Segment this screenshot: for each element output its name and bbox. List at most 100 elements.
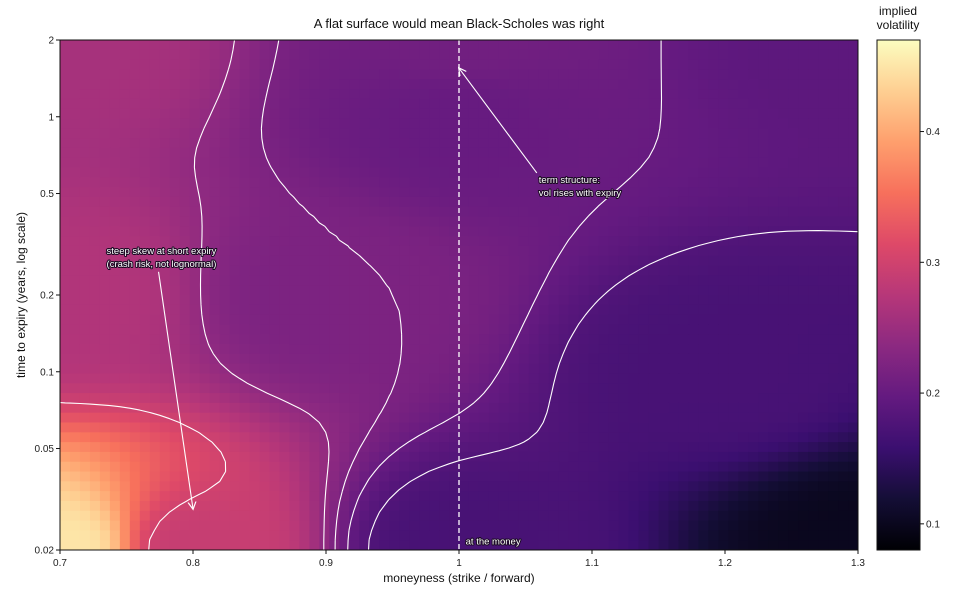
heatmap-cell — [488, 69, 500, 80]
heatmap-cell — [538, 510, 550, 522]
heatmap-cell — [838, 108, 849, 120]
heatmap-cell — [778, 540, 789, 550]
heatmap-cell — [478, 363, 490, 375]
heatmap-cell — [459, 196, 470, 208]
heatmap-cell — [578, 432, 590, 443]
heatmap-cell — [758, 344, 769, 355]
y-tick-label: 1 — [48, 112, 54, 123]
heatmap-cell — [359, 187, 370, 198]
heatmap-cell — [638, 383, 650, 394]
heatmap-cell — [239, 422, 251, 433]
heatmap-cell — [668, 451, 680, 463]
heatmap-cell — [399, 500, 410, 512]
heatmap-cell — [758, 79, 769, 90]
heatmap-cell — [588, 265, 600, 276]
heatmap-cell — [808, 147, 819, 159]
heatmap-cell — [578, 177, 590, 188]
heatmap-cell — [389, 187, 400, 198]
heatmap-cell — [718, 383, 729, 394]
heatmap-cell — [169, 442, 181, 453]
heatmap-cell — [389, 79, 400, 90]
heatmap-cell — [319, 69, 330, 80]
heatmap-cell — [139, 157, 151, 169]
heatmap-cell — [209, 69, 221, 80]
heatmap-cell — [69, 481, 81, 492]
heatmap-cell — [289, 98, 300, 110]
heatmap-cell — [708, 128, 719, 139]
heatmap-cell — [518, 314, 530, 326]
heatmap-cell — [149, 167, 161, 178]
heatmap-cell — [169, 177, 181, 188]
heatmap-cell — [229, 491, 241, 502]
heatmap-cell — [848, 295, 858, 306]
heatmap-cell — [768, 206, 779, 218]
heatmap-cell — [459, 491, 470, 502]
heatmap-cell — [159, 530, 171, 541]
x-tick-label: 1.3 — [851, 558, 865, 569]
heatmap-cell — [688, 295, 699, 306]
heatmap-cell — [518, 481, 530, 492]
heatmap-cell — [558, 363, 570, 375]
heatmap-cell — [149, 530, 161, 541]
heatmap-cell — [60, 432, 71, 443]
heatmap-cell — [778, 138, 789, 149]
heatmap-cell — [818, 177, 829, 188]
heatmap-cell — [269, 187, 281, 198]
heatmap-cell — [558, 128, 570, 139]
heatmap-cell — [748, 206, 759, 218]
annotation: at the money — [465, 536, 522, 549]
heatmap-cell — [389, 167, 400, 178]
heatmap-cell — [349, 471, 360, 482]
heatmap-cell — [768, 79, 779, 90]
heatmap-cell — [349, 177, 360, 188]
heatmap-cell — [339, 540, 350, 550]
heatmap-cell — [758, 334, 769, 345]
heatmap-cell — [838, 118, 849, 129]
heatmap-cell — [568, 59, 580, 71]
heatmap-cell — [468, 187, 480, 198]
heatmap-cell — [109, 304, 121, 316]
heatmap-cell — [818, 108, 829, 120]
heatmap-cell — [60, 157, 71, 169]
heatmap-cell — [419, 295, 430, 306]
heatmap-cell — [758, 108, 769, 120]
heatmap-cell — [79, 177, 91, 188]
heatmap-cell — [279, 245, 291, 257]
heatmap-cell — [668, 432, 680, 443]
heatmap-cell — [728, 236, 739, 247]
heatmap-cell — [409, 69, 420, 80]
heatmap-cell — [648, 383, 660, 394]
heatmap-cell — [778, 167, 789, 178]
heatmap-cell — [299, 196, 310, 208]
heatmap-cell — [548, 285, 560, 296]
heatmap-cell — [269, 177, 281, 188]
heatmap-cell — [768, 344, 779, 355]
heatmap-cell — [838, 461, 849, 473]
heatmap-cell — [129, 216, 141, 227]
heatmap-cell — [728, 138, 739, 149]
heatmap-cell — [658, 402, 670, 414]
heatmap-cell — [129, 255, 141, 267]
heatmap-cell — [139, 393, 151, 404]
heatmap-cell — [728, 461, 739, 473]
heatmap-cell — [688, 216, 699, 227]
heatmap-cell — [678, 393, 690, 404]
heatmap-cell — [768, 383, 779, 394]
heatmap-cell — [848, 40, 858, 51]
heatmap-cell — [289, 275, 300, 286]
heatmap-cell — [69, 461, 81, 473]
heatmap-cell — [409, 471, 420, 482]
heatmap-cell — [439, 540, 450, 550]
heatmap-cell — [269, 353, 281, 365]
heatmap-cell — [758, 128, 769, 139]
heatmap-cell — [568, 285, 580, 296]
heatmap-cell — [369, 255, 380, 267]
heatmap-cell — [359, 295, 370, 306]
heatmap-cell — [409, 520, 420, 531]
heatmap-cell — [359, 89, 370, 100]
heatmap-cell — [668, 295, 680, 306]
heatmap-cell — [518, 167, 530, 178]
heatmap-cell — [89, 69, 101, 80]
